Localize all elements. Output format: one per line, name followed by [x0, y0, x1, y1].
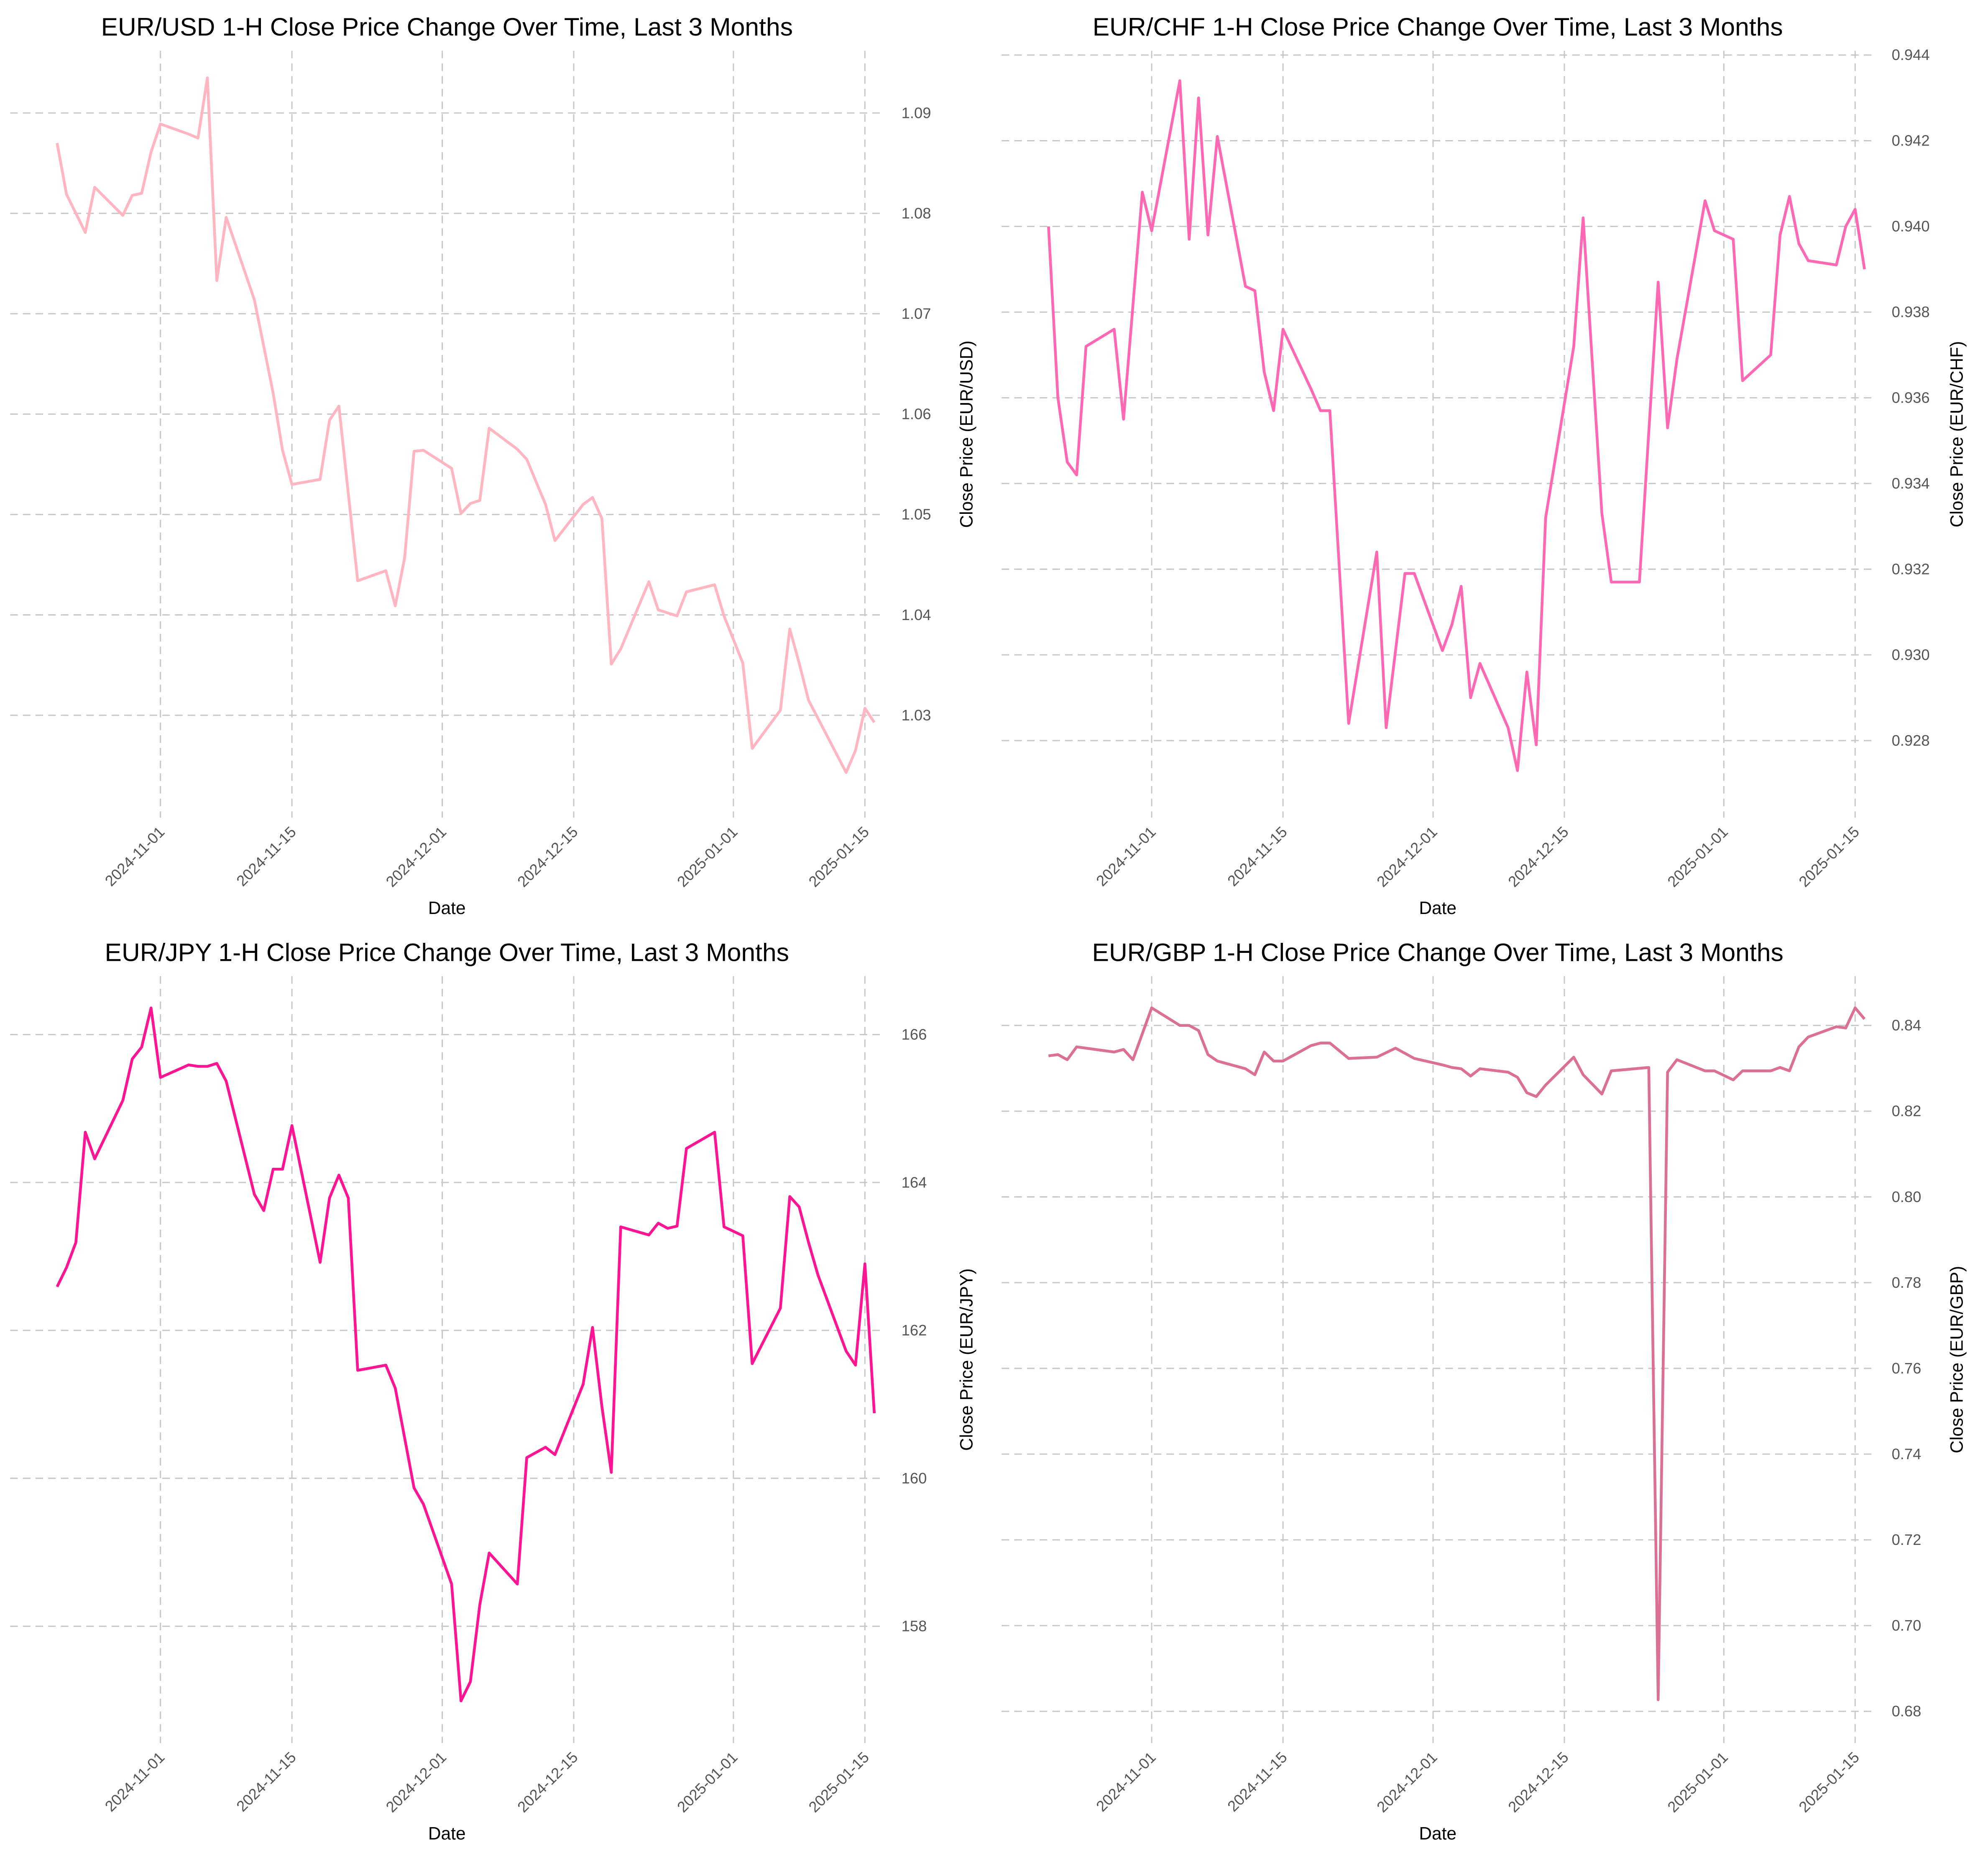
x-tick-label: 2024-11-01 — [102, 1749, 168, 1815]
chart-title: EUR/CHF 1-H Close Price Change Over Time… — [1093, 13, 1783, 41]
y-tick-label: 0.940 — [1892, 218, 1930, 235]
y-tick-label: 160 — [902, 1470, 927, 1487]
y-tick-label: 0.944 — [1892, 46, 1930, 64]
y-axis-label: Close Price (EUR/GBP) — [1947, 1266, 1966, 1453]
y-tick-label: 0.78 — [1892, 1274, 1922, 1291]
x-tick-label: 2025-01-01 — [1664, 823, 1731, 891]
x-tick-label: 2024-12-01 — [383, 1749, 450, 1816]
x-axis-label: Date — [428, 1823, 466, 1843]
x-tick-label: 2024-11-15 — [1224, 823, 1290, 890]
y-tick-label: 0.80 — [1892, 1188, 1922, 1205]
y-tick-label: 0.84 — [1892, 1017, 1922, 1034]
y-tick-label: 1.03 — [902, 707, 931, 724]
x-tick-label: 2024-11-15 — [233, 1749, 299, 1815]
y-tick-label: 158 — [902, 1618, 927, 1635]
x-tick-label: 2024-12-01 — [383, 823, 450, 891]
y-tick-label: 0.68 — [1892, 1703, 1922, 1720]
chart-title: EUR/JPY 1-H Close Price Change Over Time… — [105, 938, 789, 966]
x-tick-label: 2024-11-01 — [102, 823, 168, 890]
price-line — [56, 76, 876, 774]
chart-title: EUR/GBP 1-H Close Price Change Over Time… — [1092, 938, 1784, 966]
y-tick-label: 0.74 — [1892, 1445, 1922, 1463]
x-tick-label: 2024-12-15 — [514, 823, 581, 891]
price-line — [56, 1006, 876, 1703]
x-axis-label: Date — [428, 898, 466, 918]
x-tick-label: 2025-01-15 — [1795, 823, 1863, 891]
y-axis-label: Close Price (EUR/CHF) — [1947, 341, 1966, 528]
y-tick-label: 1.08 — [902, 204, 931, 222]
y-tick-label: 1.04 — [902, 606, 931, 623]
y-axis-label: Close Price (EUR/JPY) — [956, 1269, 976, 1451]
x-tick-label: 2024-12-15 — [514, 1749, 581, 1816]
y-tick-label: 164 — [902, 1174, 927, 1191]
panel: EUR/GBP 1-H Close Price Change Over Time… — [1002, 938, 1966, 1843]
y-tick-label: 0.928 — [1892, 732, 1930, 749]
y-tick-label: 0.936 — [1892, 389, 1930, 406]
price-line — [1047, 79, 1866, 772]
chart-title: EUR/USD 1-H Close Price Change Over Time… — [101, 13, 793, 41]
y-tick-label: 0.76 — [1892, 1360, 1922, 1377]
y-tick-label: 1.06 — [902, 406, 931, 423]
x-tick-label: 2025-01-15 — [805, 1749, 873, 1816]
panel: EUR/USD 1-H Close Price Change Over Time… — [10, 13, 976, 918]
x-tick-label: 2024-12-15 — [1505, 1749, 1572, 1816]
x-tick-label: 2025-01-01 — [1664, 1749, 1731, 1816]
y-tick-label: 0.930 — [1892, 646, 1930, 663]
y-tick-label: 0.72 — [1892, 1531, 1922, 1548]
x-tick-label: 2025-01-01 — [674, 1749, 741, 1816]
x-tick-label: 2025-01-01 — [674, 823, 741, 891]
x-tick-label: 2024-11-15 — [1224, 1749, 1290, 1815]
y-axis-label: Close Price (EUR/USD) — [956, 341, 976, 528]
y-tick-label: 0.82 — [1892, 1103, 1922, 1120]
x-axis-label: Date — [1419, 898, 1457, 918]
x-tick-label: 2025-01-15 — [1795, 1749, 1863, 1816]
y-tick-label: 0.934 — [1892, 475, 1930, 492]
y-tick-label: 166 — [902, 1026, 927, 1043]
y-tick-label: 162 — [902, 1322, 927, 1339]
x-tick-label: 2024-11-01 — [1093, 823, 1159, 890]
x-tick-label: 2025-01-15 — [805, 823, 873, 891]
x-tick-label: 2024-12-01 — [1373, 823, 1441, 891]
y-tick-label: 0.938 — [1892, 304, 1930, 321]
x-tick-label: 2024-11-15 — [233, 823, 299, 890]
y-tick-label: 1.07 — [902, 305, 931, 322]
y-tick-label: 1.09 — [902, 104, 931, 121]
panel: EUR/CHF 1-H Close Price Change Over Time… — [1002, 13, 1966, 918]
x-tick-label: 2024-12-01 — [1373, 1749, 1441, 1816]
x-tick-label: 2024-11-01 — [1093, 1749, 1159, 1815]
y-tick-label: 1.05 — [902, 506, 931, 523]
price-line — [1048, 1006, 1866, 1701]
x-axis-label: Date — [1419, 1823, 1457, 1843]
y-tick-label: 0.70 — [1892, 1617, 1922, 1634]
panel: EUR/JPY 1-H Close Price Change Over Time… — [10, 938, 976, 1843]
y-tick-label: 0.932 — [1892, 560, 1930, 577]
y-tick-label: 0.942 — [1892, 132, 1930, 149]
x-tick-label: 2024-12-15 — [1505, 823, 1572, 891]
